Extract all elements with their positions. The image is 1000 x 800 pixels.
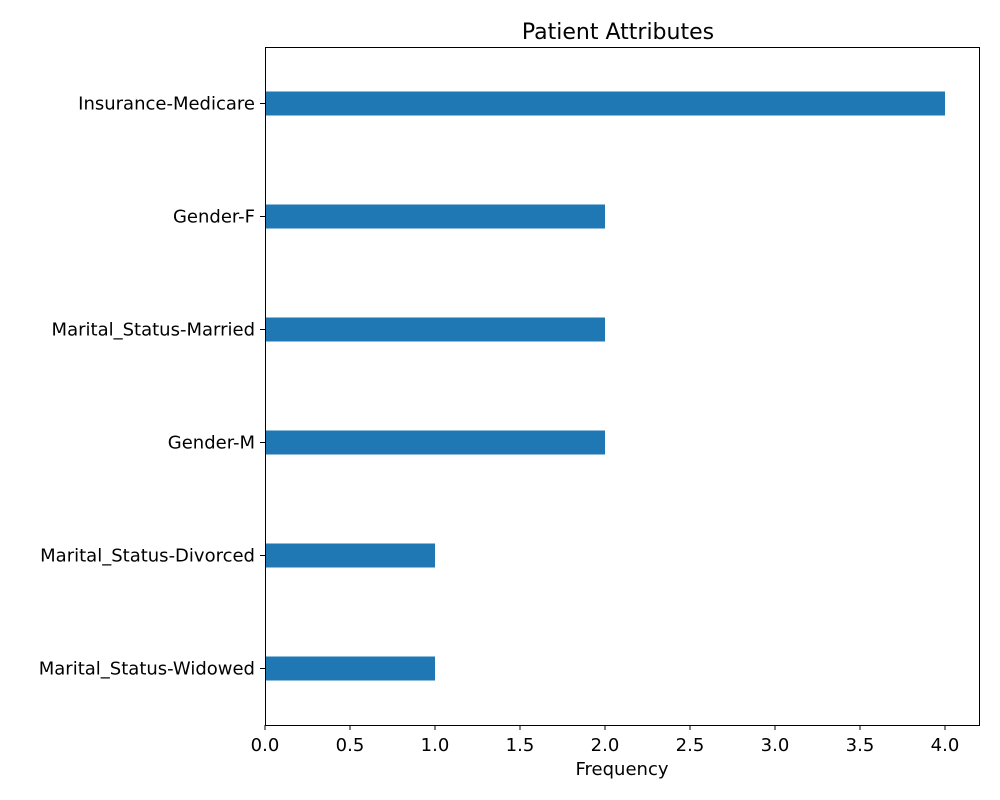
y-tick-label: Marital_Status-Married: [52, 320, 255, 341]
bar-gender-m: [265, 430, 605, 455]
chart-title: Patient Attributes: [522, 20, 714, 45]
y-tick-label: Gender-M: [168, 433, 255, 454]
y-tick-label: Marital_Status-Widowed: [39, 659, 255, 680]
bars: [265, 91, 945, 681]
bar-insurance-medicare: [265, 91, 945, 116]
bar-marital-status-married: [265, 317, 605, 342]
x-axis-label: Frequency: [576, 759, 669, 780]
x-tick-label: 3.5: [846, 735, 875, 756]
y-tick-label: Insurance-Medicare: [78, 94, 255, 115]
bar-marital-status-widowed: [265, 656, 435, 681]
x-tick-label: 1.5: [506, 735, 535, 756]
plot-frame: [265, 47, 980, 726]
x-tick-label: 0.0: [251, 735, 280, 756]
x-tick-label: 2.0: [591, 735, 620, 756]
x-tick-label: 2.5: [676, 735, 705, 756]
y-axis-ticks: Insurance-Medicare Gender-F Marital_Status…: [39, 94, 265, 680]
x-tick-label: 3.0: [761, 735, 790, 756]
y-tick-label: Marital_Status-Divorced: [40, 546, 255, 567]
x-tick-label: 1.0: [421, 735, 450, 756]
x-axis-ticks: 0.0 0.5 1.0 1.5 2.0 2.5 3.0 3.5 4.0: [251, 725, 960, 756]
bar-gender-f: [265, 204, 605, 229]
y-tick-label: Gender-F: [173, 207, 255, 228]
x-tick-label: 0.5: [336, 735, 365, 756]
bar-marital-status-divorced: [265, 543, 435, 568]
x-tick-label: 4.0: [931, 735, 960, 756]
